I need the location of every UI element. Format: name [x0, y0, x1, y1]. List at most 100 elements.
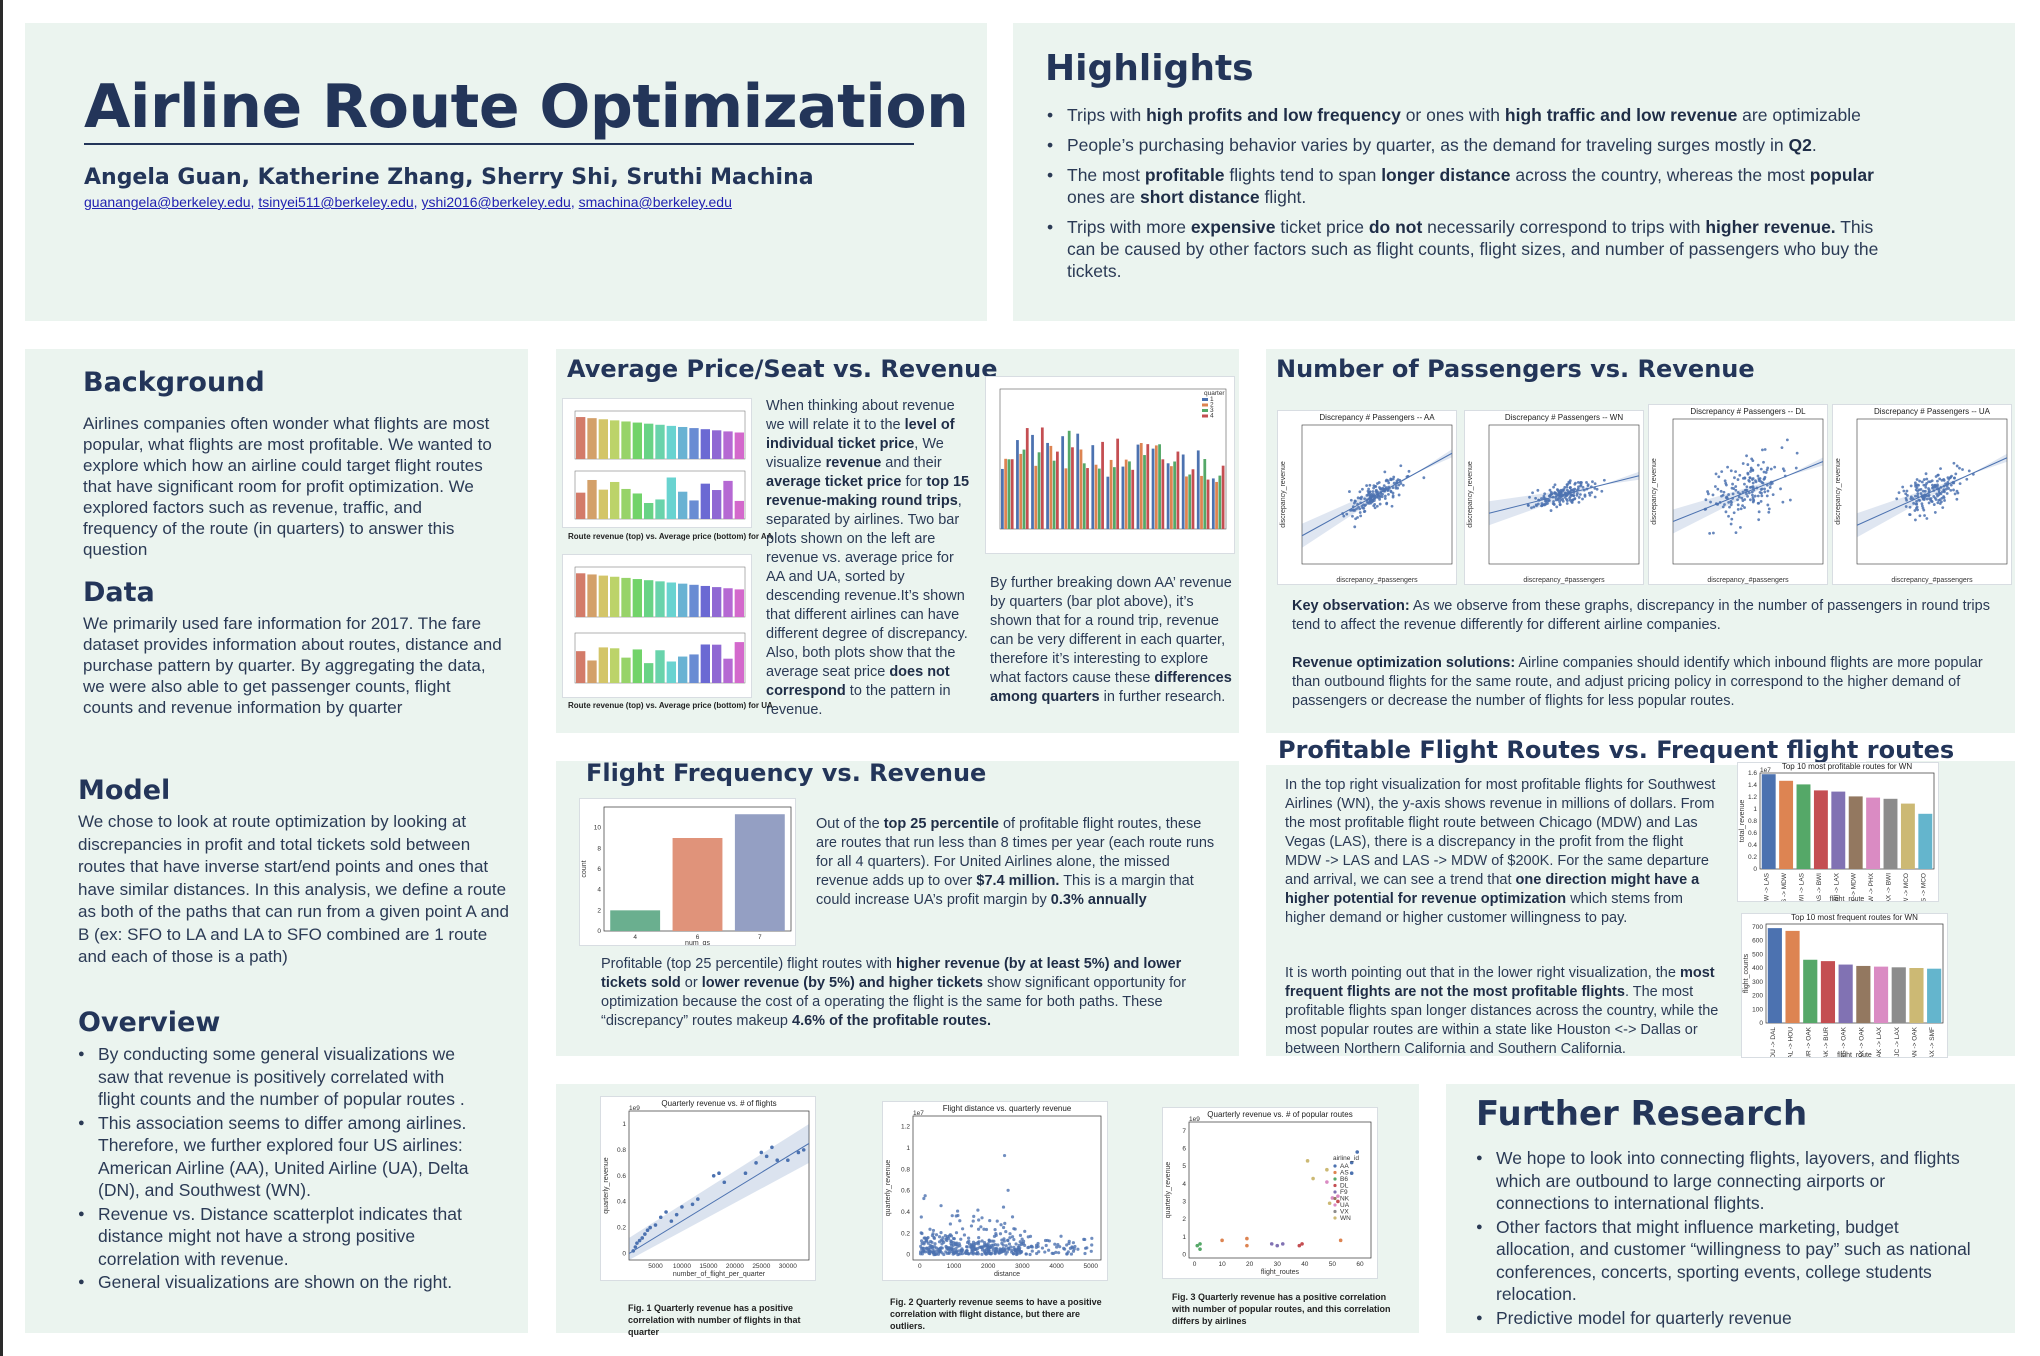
- data-point: [1575, 494, 1579, 497]
- data-point: [1795, 451, 1799, 455]
- data-point: [1383, 494, 1387, 498]
- axis-scale-note: 1e9: [629, 1105, 640, 1112]
- data-point: [944, 1237, 948, 1241]
- y-tick-label: 0.8: [901, 1166, 910, 1173]
- further-research-list: We hope to look into connecting flights,…: [1476, 1147, 1976, 1330]
- bar: [1146, 444, 1150, 529]
- bar: [1221, 465, 1225, 529]
- data-point: [1532, 505, 1536, 509]
- data-point: [1952, 476, 1956, 480]
- data-point: [993, 1228, 997, 1232]
- x-tick-label: 6: [696, 934, 700, 941]
- data-point: [988, 1239, 992, 1243]
- data-point: [1773, 465, 1777, 469]
- data-point: [1759, 500, 1763, 503]
- data-point: [993, 1242, 997, 1247]
- data-point: [1565, 485, 1569, 489]
- bar: [1203, 459, 1207, 529]
- legend-label: F9: [1340, 1189, 1348, 1196]
- aa-revenue-price-chart: [562, 398, 752, 528]
- data-point: [1053, 1242, 1057, 1246]
- data-point: [1580, 481, 1583, 484]
- data-point: [1913, 509, 1917, 512]
- data-point: [1905, 489, 1909, 493]
- data-point: [1269, 1242, 1274, 1246]
- bar: [1185, 476, 1188, 529]
- data-point: [643, 1232, 647, 1236]
- x-axis-label: discrepancy_#passengers: [1523, 577, 1605, 584]
- data-point: [1743, 482, 1746, 486]
- background-text: Airlines companies often wonder what fli…: [83, 414, 492, 559]
- email-link[interactable]: yshi2016@berkeley.edu: [421, 194, 571, 210]
- bar: [587, 574, 597, 617]
- data-point: [717, 1171, 721, 1175]
- data-point: [1387, 486, 1391, 490]
- bar: [1034, 465, 1038, 529]
- data-point: [1245, 1243, 1249, 1248]
- frequency-text: Out of the top 25 percentile of profitab…: [816, 816, 1215, 908]
- passengers-title: Number of Passengers vs. Revenue: [1276, 355, 1755, 383]
- y-axis-label: quarterly_revenue: [603, 1157, 610, 1214]
- bar: [1170, 466, 1173, 529]
- data-point: [955, 1209, 960, 1213]
- data-point: [943, 1233, 947, 1238]
- legend-swatch: [1333, 1170, 1337, 1175]
- y-tick-label: 0: [1759, 1020, 1763, 1027]
- bar: [1196, 450, 1200, 529]
- ua-revenue-price-chart: [562, 554, 752, 698]
- bar: [1820, 961, 1836, 1023]
- data-point: [1908, 505, 1912, 509]
- data-point: [1722, 490, 1726, 494]
- confidence-band: [1302, 449, 1452, 548]
- x-axis-label: num_qs: [685, 940, 710, 946]
- data-point: [1394, 484, 1398, 488]
- legend-label: NK: [1340, 1196, 1350, 1203]
- chart-title: Top 10 most profitable routes for WN: [1782, 763, 1913, 771]
- bar: [1056, 451, 1059, 529]
- data-point: [939, 1238, 943, 1242]
- data-point: [967, 1239, 971, 1243]
- data-point: [1372, 484, 1376, 488]
- data-point: [1338, 1238, 1343, 1243]
- data-point: [1759, 467, 1763, 471]
- email-link[interactable]: guanangela@berkeley.edu: [84, 194, 251, 210]
- data-point: [640, 1236, 645, 1240]
- data-point: [1731, 482, 1734, 486]
- data-point: [1027, 1245, 1031, 1249]
- y-tick-label: 0.8: [1748, 818, 1757, 825]
- data-point: [1788, 498, 1792, 502]
- legend-swatch: [1333, 1209, 1337, 1214]
- data-point: [1934, 475, 1938, 478]
- data-point: [1739, 507, 1743, 511]
- y-tick-label: 1.6: [1748, 770, 1757, 777]
- data-point: [972, 1244, 976, 1248]
- data-point: [1013, 1227, 1017, 1231]
- y-tick-label: 5: [1182, 1163, 1186, 1170]
- legend-label: 2: [1210, 402, 1214, 409]
- data-point: [1378, 502, 1382, 506]
- bar: [1067, 430, 1071, 529]
- data-point: [1785, 438, 1789, 442]
- bar: [1001, 468, 1004, 529]
- data-point: [1359, 501, 1363, 505]
- y-tick-label: 0: [622, 1251, 626, 1258]
- chart-title: Flight distance vs. quarterly revenue: [943, 1104, 1072, 1113]
- data-point: [951, 1236, 956, 1241]
- legend-label: DL: [1340, 1183, 1349, 1190]
- legend-swatch: [1333, 1177, 1337, 1181]
- email-link[interactable]: smachina@berkeley.edu: [578, 194, 732, 210]
- plot-frame: [1856, 418, 2008, 565]
- highlight-item: Trips with high profits and low frequenc…: [1045, 104, 1885, 126]
- data-point: [648, 1225, 652, 1230]
- data-point: [1055, 1245, 1059, 1249]
- confidence-band: [1489, 471, 1639, 526]
- data-point: [1367, 491, 1371, 495]
- x-tick-label: 0: [918, 1263, 922, 1270]
- data-point: [664, 1210, 668, 1214]
- data-point: [980, 1239, 984, 1243]
- data-point: [935, 1246, 939, 1250]
- email-link[interactable]: tsinyei511@berkeley.edu: [258, 194, 414, 210]
- data-point: [1761, 481, 1765, 485]
- bar: [1173, 461, 1177, 529]
- bar: [1856, 965, 1871, 1023]
